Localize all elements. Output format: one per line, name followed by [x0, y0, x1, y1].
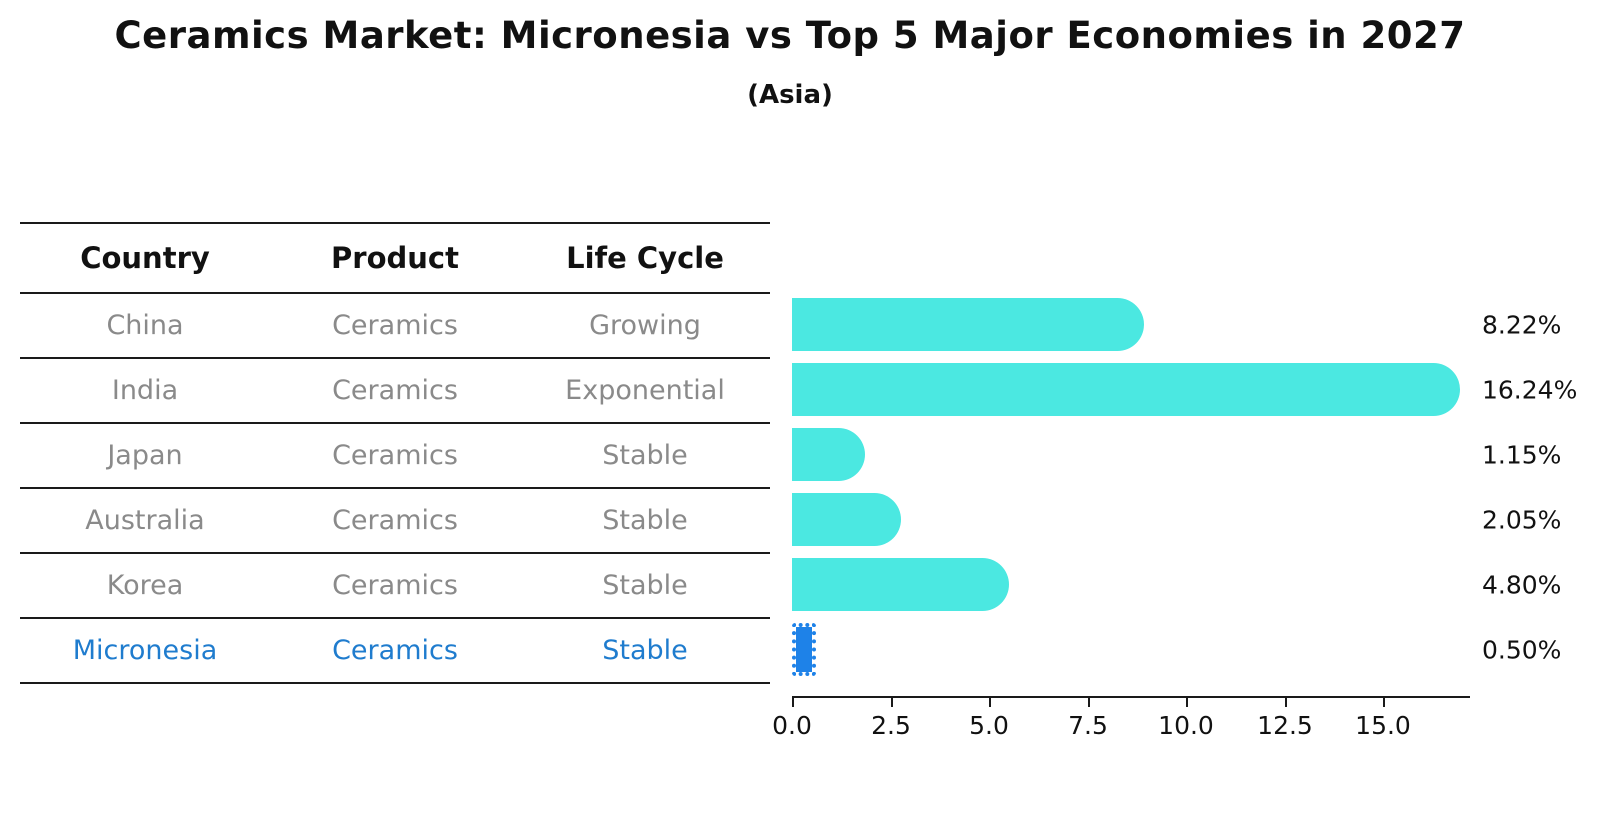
value-label-japan: 1.15% [1482, 440, 1562, 469]
table-row-australia: Australia Ceramics Stable [20, 489, 770, 554]
x-tick-label-15.0: 15.0 [1355, 711, 1411, 740]
cell-country: Korea [106, 570, 184, 601]
cell-life-cycle: Exponential [565, 375, 725, 406]
x-tick-label-0.0: 0.0 [772, 711, 812, 740]
x-tick-mark-7.5 [1088, 698, 1090, 707]
bar-china [792, 298, 1144, 351]
header-cell-product: Product [331, 241, 459, 275]
value-label-korea: 4.80% [1482, 570, 1562, 599]
bar-korea [792, 558, 1009, 611]
cell-product: Ceramics [332, 440, 458, 471]
cell-product: Ceramics [332, 635, 458, 666]
chart-subtitle: (Asia) [747, 80, 833, 110]
cell-life-cycle: Stable [602, 570, 688, 601]
cell-country: Australia [85, 505, 205, 536]
cell-country: China [106, 310, 184, 341]
value-label-australia: 2.05% [1482, 505, 1562, 534]
table-row-japan: Japan Ceramics Stable [20, 424, 770, 489]
x-tick-mark-2.5 [891, 698, 893, 707]
table-row-micronesia: Micronesia Ceramics Stable [20, 619, 770, 684]
x-tick-label-10.0: 10.0 [1158, 711, 1214, 740]
bar-micronesia [792, 623, 816, 676]
cell-life-cycle: Stable [602, 635, 688, 666]
header-cell-country: Country [80, 241, 210, 275]
x-tick-mark-0.0 [792, 698, 794, 707]
cell-country: India [111, 375, 179, 406]
x-tick-label-7.5: 7.5 [1068, 711, 1108, 740]
value-label-china: 8.22% [1482, 310, 1562, 339]
bar-india [792, 363, 1460, 416]
x-tick-mark-12.5 [1285, 698, 1287, 707]
cell-product: Ceramics [332, 570, 458, 601]
bar-australia [792, 493, 901, 546]
country-table: Country Product Life Cycle China Ceramics Gro… [20, 222, 770, 684]
x-tick-mark-15.0 [1383, 698, 1385, 707]
cell-life-cycle: Stable [602, 440, 688, 471]
bar-japan [792, 428, 865, 481]
x-axis-line [792, 696, 1470, 698]
x-tick-label-5.0: 5.0 [969, 711, 1009, 740]
cell-life-cycle: Stable [602, 505, 688, 536]
x-tick-label-12.5: 12.5 [1257, 711, 1313, 740]
cell-product: Ceramics [332, 310, 458, 341]
cell-product: Ceramics [332, 505, 458, 536]
chart-title: Ceramics Market: Micronesia vs Top 5 Maj… [114, 14, 1466, 57]
value-label-india: 16.24% [1482, 375, 1578, 404]
value-label-micronesia: 0.50% [1482, 635, 1562, 664]
cell-country: Japan [107, 440, 183, 471]
x-tick-mark-5.0 [989, 698, 991, 707]
table-row-korea: Korea Ceramics Stable [20, 554, 770, 619]
x-tick-label-2.5: 2.5 [871, 711, 911, 740]
table-row-china: China Ceramics Growing [20, 294, 770, 359]
cell-life-cycle: Growing [589, 310, 701, 341]
table-header-row: Country Product Life Cycle [20, 224, 770, 294]
cell-country: Micronesia [72, 635, 218, 666]
bar-chart-plot-area [792, 292, 1470, 682]
cell-product: Ceramics [332, 375, 458, 406]
header-cell-life-cycle: Life Cycle [566, 241, 724, 275]
x-tick-mark-10.0 [1186, 698, 1188, 707]
table-row-india: India Ceramics Exponential [20, 359, 770, 424]
